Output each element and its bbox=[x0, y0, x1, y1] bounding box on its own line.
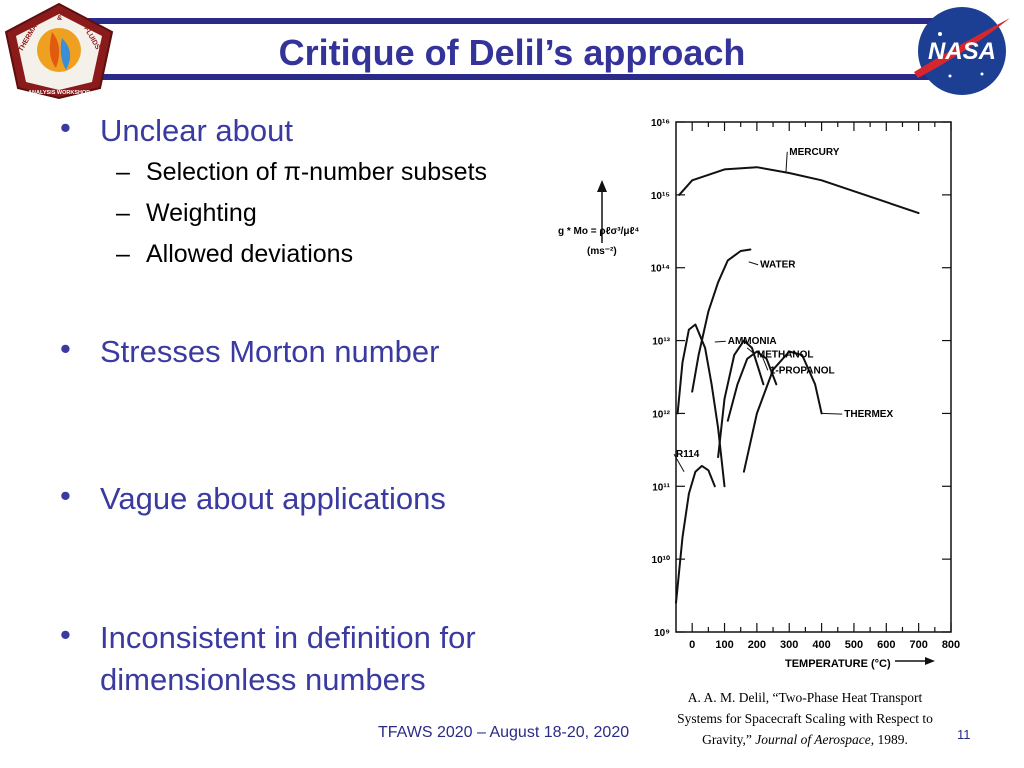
bullet-text: Vague about applications bbox=[100, 481, 446, 516]
tfaws-logo: THERMAL & FLUIDS ANALYSIS WORKSHOP bbox=[4, 2, 114, 100]
series-line-thermex bbox=[742, 350, 823, 473]
leader-methanol bbox=[746, 347, 756, 355]
y-tick-label: 10¹⁶ bbox=[651, 118, 670, 129]
logo-workshop-text: ANALYSIS WORKSHOP bbox=[28, 90, 90, 96]
y-tick-label: 10¹² bbox=[652, 409, 670, 420]
series-line-water bbox=[691, 248, 752, 393]
leader-water bbox=[748, 261, 759, 266]
citation: A. A. M. Delil, “Two-Phase Heat Transpor… bbox=[652, 687, 958, 750]
footer-event: TFAWS 2020 – August 18-20, 2020 bbox=[378, 724, 630, 741]
xlabel-arrowhead bbox=[925, 657, 935, 665]
leader-thermex bbox=[821, 412, 843, 415]
sub-bullet-text: Weighting bbox=[146, 199, 257, 227]
y-tick-label: 10¹⁰ bbox=[652, 555, 670, 566]
leader-1-propanol bbox=[761, 354, 769, 371]
y-axis-units: (ms⁻²) bbox=[587, 246, 617, 257]
sub-bullet-text: Allowed deviations bbox=[146, 240, 354, 268]
logo-ampersand-text: & bbox=[57, 15, 62, 22]
leader-r114 bbox=[673, 453, 685, 472]
leader-ammonia bbox=[714, 340, 726, 343]
nasa-meatball-logo: NASA bbox=[914, 7, 1010, 95]
series-label-thermex: THERMEX bbox=[844, 409, 893, 420]
series-label-methanol: METHANOL bbox=[757, 349, 814, 360]
bullet-text: Unclear about bbox=[100, 113, 294, 148]
y-tick-label: 10¹⁴ bbox=[651, 264, 670, 275]
y-tick-label: 10¹⁵ bbox=[651, 191, 670, 202]
sub-bullet-text: Selection of π-number subsets bbox=[146, 158, 488, 186]
x-tick-label: 0 bbox=[689, 639, 695, 651]
y-tick-label: 10¹¹ bbox=[652, 482, 670, 493]
bullet-text: Inconsistent in definition for bbox=[100, 620, 476, 655]
series-label-1-propanol: 1-PROPANOL bbox=[770, 365, 835, 376]
series-line-r114 bbox=[675, 464, 716, 604]
bullet-text-line2: dimensionless numbers bbox=[100, 662, 426, 697]
series-label-mercury: MERCURY bbox=[789, 147, 840, 158]
bullet-dot: • bbox=[60, 110, 71, 145]
plot-frame bbox=[675, 121, 952, 633]
x-axis-label: TEMPERATURE (°C) bbox=[785, 658, 891, 670]
y-tick-label: 10¹³ bbox=[652, 337, 670, 348]
series-label-r114: R114 bbox=[676, 449, 700, 460]
citation-line-1: A. A. M. Delil, “Two-Phase Heat Transpor… bbox=[687, 690, 923, 705]
nasa-logo-text: NASA bbox=[928, 38, 996, 65]
x-tick-label: 100 bbox=[715, 639, 733, 651]
series-line-mercury bbox=[678, 166, 920, 215]
page-number: 11 bbox=[957, 727, 971, 742]
series-label-water: WATER bbox=[760, 260, 796, 271]
series-line-1-propanol bbox=[726, 350, 778, 422]
leader-mercury bbox=[785, 151, 788, 172]
title-band bbox=[70, 18, 950, 80]
morton-number-chart: 0 100 200 300 400 500 600 700 800 10⁹ 10¹⁰ 10¹¹ 10¹²… bbox=[558, 118, 960, 670]
x-tick-label: 500 bbox=[845, 639, 863, 651]
series-label-ammonia: AMMONIA bbox=[728, 336, 777, 347]
x-tick-label: 800 bbox=[942, 639, 960, 651]
citation-line-3: Gravity,” Journal of Aerospace, 1989. bbox=[702, 732, 908, 747]
x-tick-label: 600 bbox=[877, 639, 895, 651]
y-tick-label: 10⁹ bbox=[654, 628, 670, 639]
x-tick-label: 300 bbox=[780, 639, 798, 651]
y-axis-label: g * Mo = ρℓσ³/μℓ⁴ bbox=[558, 226, 639, 237]
citation-line-2: Systems for Spacecraft Scaling with Resp… bbox=[677, 711, 933, 726]
ylabel-arrowhead bbox=[597, 180, 607, 192]
x-tick-label: 700 bbox=[909, 639, 927, 651]
bullet-text: Stresses Morton number bbox=[100, 334, 440, 369]
series-line-ammonia bbox=[676, 323, 726, 488]
x-tick-label: 400 bbox=[812, 639, 830, 651]
slide-title: Critique of Delil’s approach bbox=[278, 32, 746, 73]
x-tick-label: 200 bbox=[748, 639, 766, 651]
